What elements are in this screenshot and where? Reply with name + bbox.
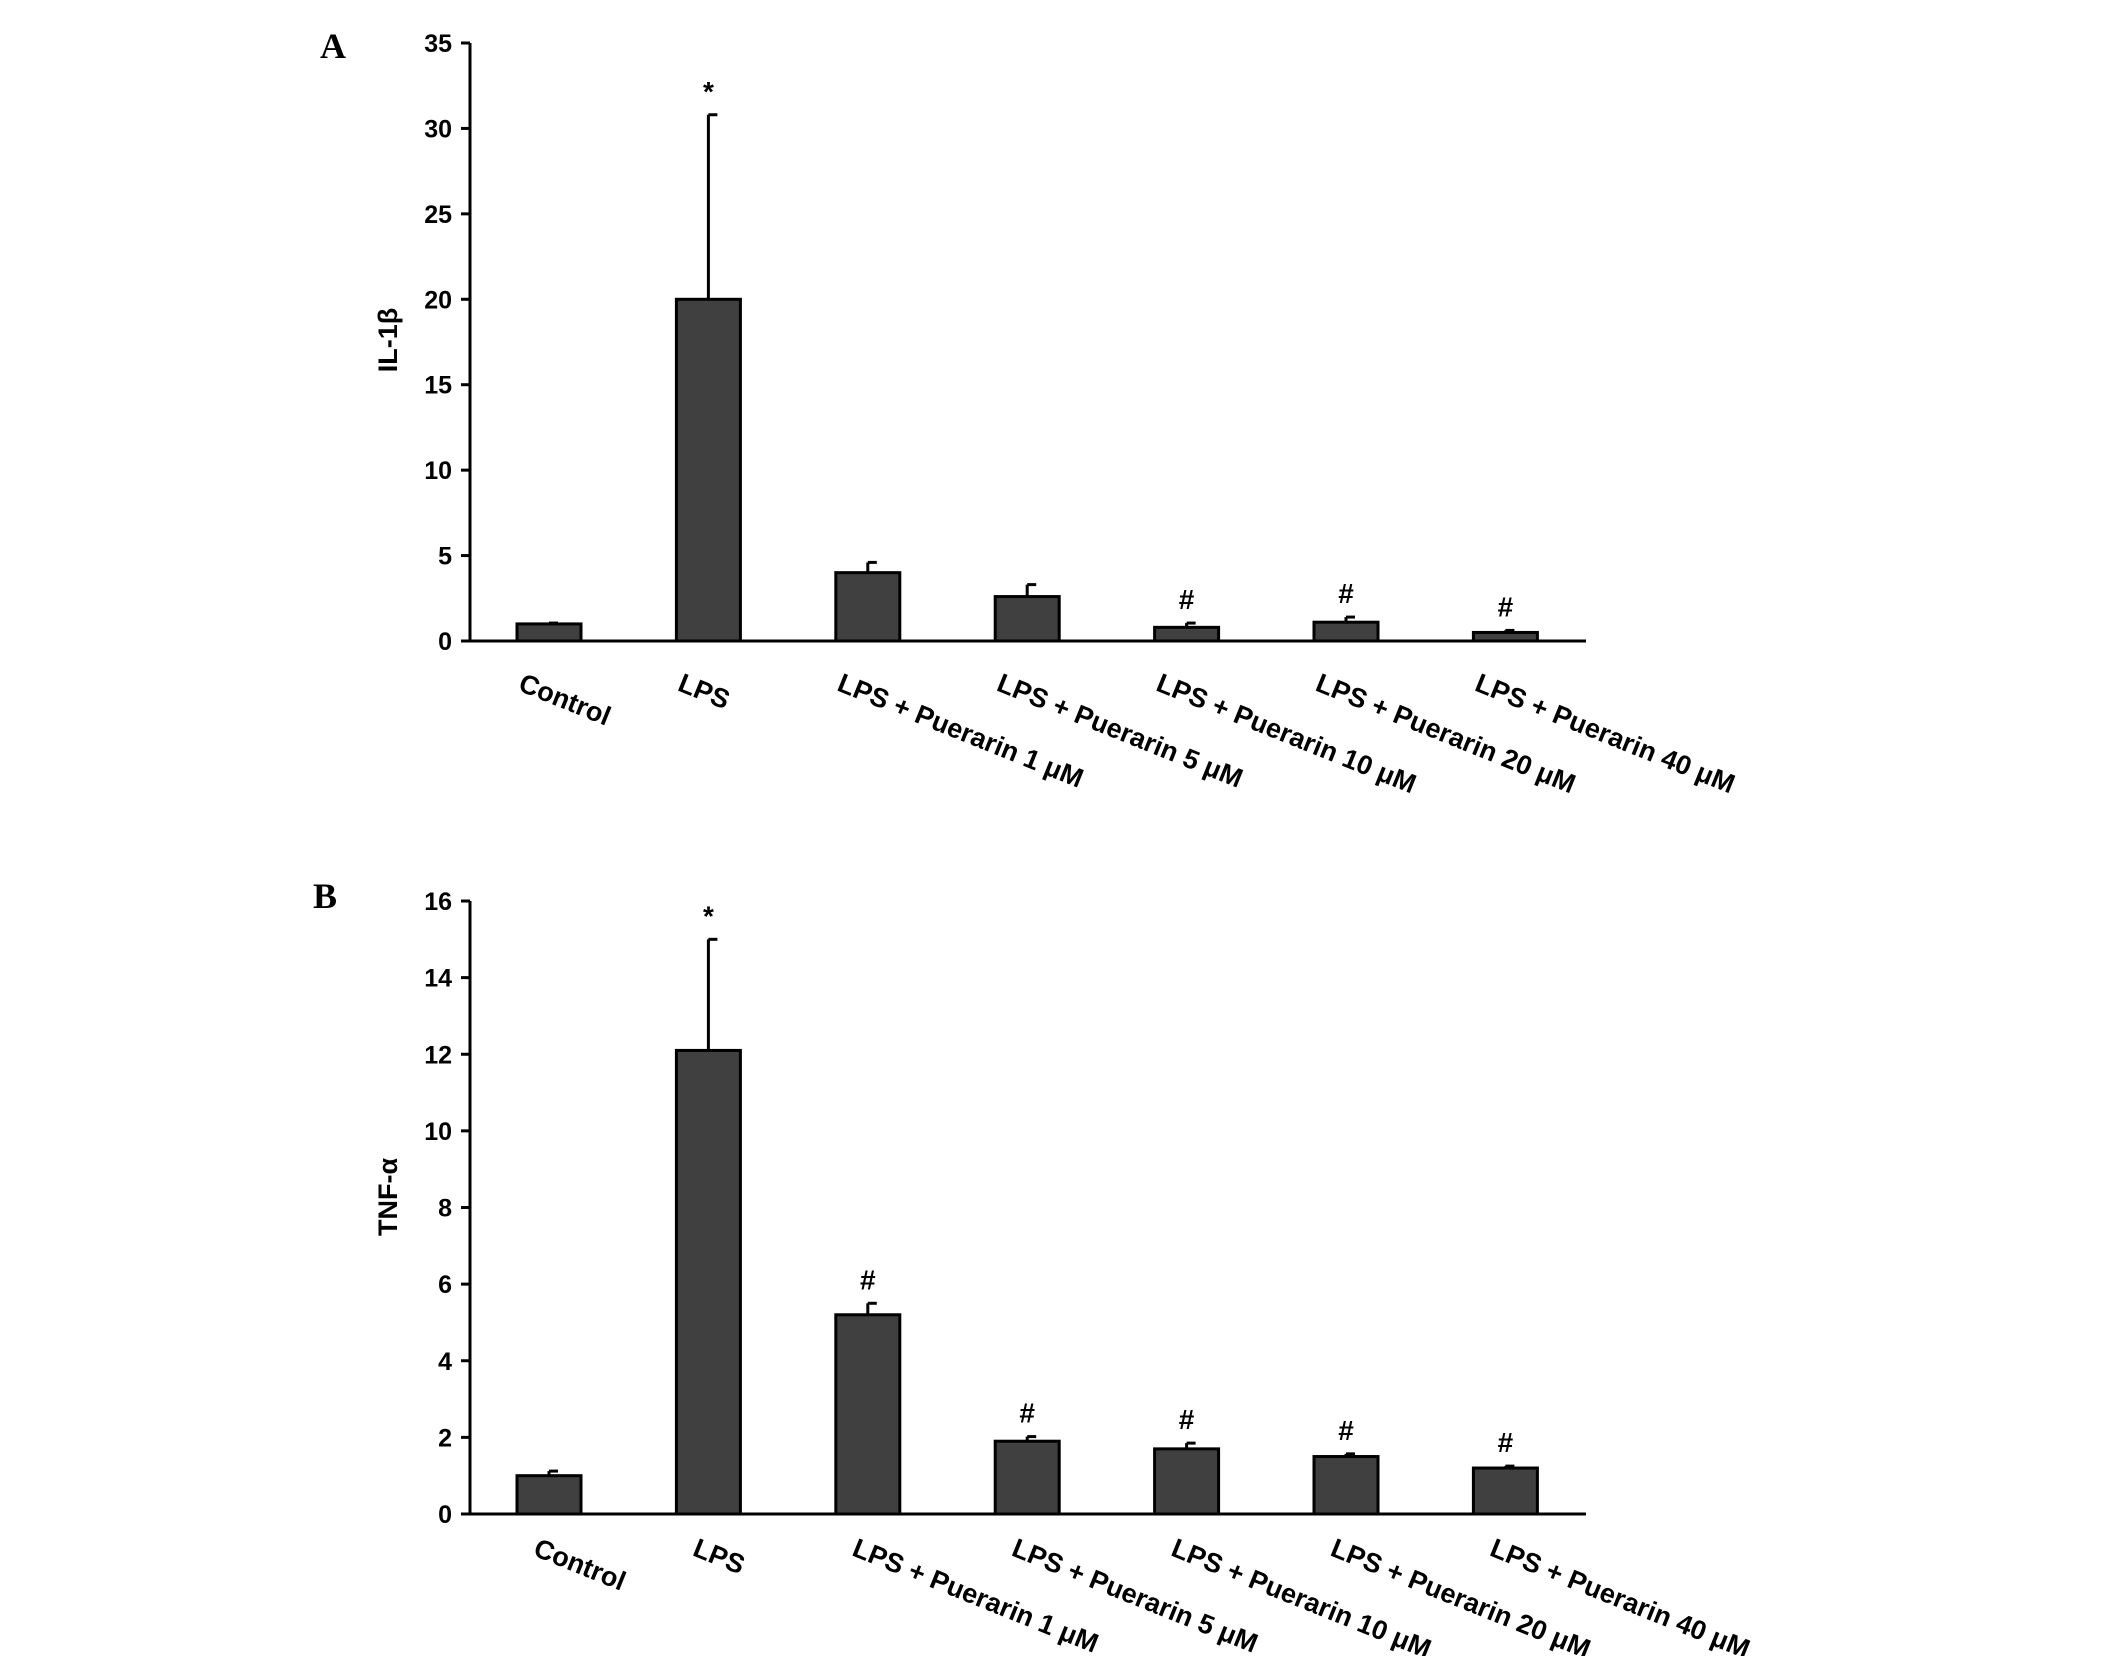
category-label: LPS — [689, 1533, 749, 1580]
y-axis-title: IL-1β — [373, 308, 403, 372]
bar-group: * # # # # # — [515, 900, 1539, 1516]
significance-mark: * — [703, 900, 714, 931]
bar — [1471, 1466, 1539, 1516]
category-label: Control — [515, 668, 615, 732]
bar — [993, 595, 1061, 643]
bar — [1153, 625, 1221, 643]
category-label: Control — [530, 1533, 630, 1597]
bar — [515, 1474, 583, 1516]
bar — [993, 1439, 1061, 1516]
y-tick-label: 30 — [424, 115, 452, 143]
y-tick-label: 35 — [424, 30, 452, 58]
y-tick-label: 0 — [438, 628, 452, 656]
panel-a-chart: A IL-1β 0 5 10 15 20 25 30 35 * # # # Control LPS LP… — [320, 26, 1739, 799]
bar — [1312, 1455, 1380, 1516]
panel-letter: B — [313, 876, 337, 916]
panel-letter: A — [320, 26, 346, 66]
y-tick-label: 14 — [424, 965, 452, 993]
significance-mark: # — [1338, 578, 1354, 609]
significance-mark: # — [1019, 1398, 1035, 1429]
y-tick-group: 0 2 4 6 8 10 12 14 16 — [424, 888, 470, 1529]
y-axis-title: TNF-α — [373, 1158, 403, 1236]
significance-mark: # — [1498, 591, 1514, 622]
y-tick-label: 15 — [424, 372, 452, 400]
y-tick-label: 8 — [438, 1195, 452, 1223]
axis-group — [468, 43, 1586, 643]
bar-group: * # # # — [515, 76, 1539, 643]
y-tick-label: 16 — [424, 888, 452, 916]
bar — [515, 622, 583, 643]
significance-mark: # — [1179, 584, 1195, 615]
y-tick-label: 2 — [438, 1424, 452, 1452]
significance-mark: # — [860, 1264, 876, 1295]
y-tick-label: 4 — [438, 1348, 452, 1376]
significance-mark: # — [1179, 1404, 1195, 1435]
bar — [1153, 1447, 1221, 1516]
significance-mark: * — [703, 76, 714, 107]
category-label: LPS + Puerarin 40 μM — [1471, 668, 1739, 800]
y-tick-label: 5 — [438, 543, 452, 571]
bar — [834, 1313, 902, 1516]
bar — [1312, 620, 1380, 643]
significance-mark: # — [1498, 1427, 1514, 1458]
y-tick-label: 6 — [438, 1271, 452, 1299]
y-tick-label: 12 — [424, 1041, 452, 1069]
bar — [674, 297, 742, 643]
y-tick-label: 20 — [424, 286, 452, 314]
category-label: LPS + Puerarin 20 μM — [1312, 668, 1580, 800]
y-tick-group: 0 5 10 15 20 25 30 35 — [424, 30, 470, 656]
significance-mark: # — [1338, 1415, 1354, 1446]
y-tick-label: 0 — [438, 1501, 452, 1529]
bar — [674, 1048, 742, 1516]
y-tick-label: 25 — [424, 201, 452, 229]
category-label: LPS + Puerarin 10 μM — [1152, 668, 1420, 800]
y-tick-label: 10 — [424, 1118, 452, 1146]
axis-group — [468, 901, 1586, 1516]
category-label: LPS — [674, 668, 734, 715]
bar — [834, 571, 902, 643]
y-tick-label: 10 — [424, 457, 452, 485]
